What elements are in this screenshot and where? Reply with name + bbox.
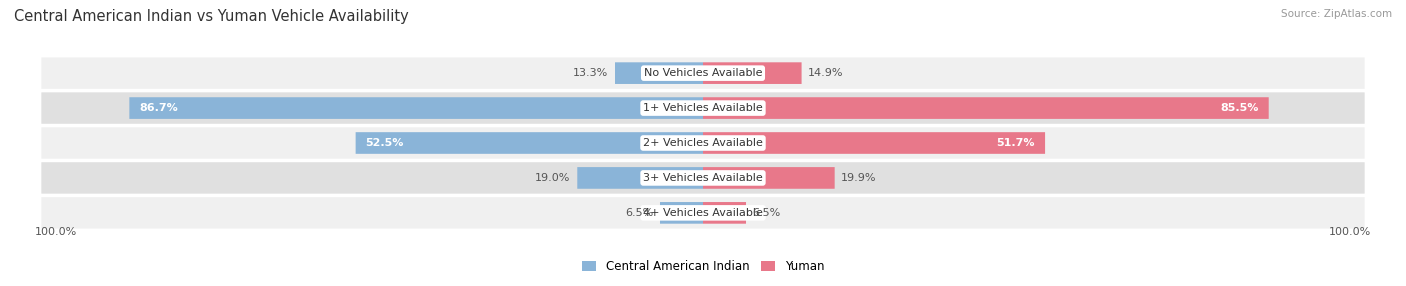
FancyBboxPatch shape — [41, 57, 1365, 89]
Text: 6.5%: 6.5% — [626, 208, 654, 218]
Text: Central American Indian vs Yuman Vehicle Availability: Central American Indian vs Yuman Vehicle… — [14, 9, 409, 23]
Text: 3+ Vehicles Available: 3+ Vehicles Available — [643, 173, 763, 183]
Text: 4+ Vehicles Available: 4+ Vehicles Available — [643, 208, 763, 218]
Text: 100.0%: 100.0% — [1329, 227, 1371, 237]
Text: 19.0%: 19.0% — [536, 173, 571, 183]
FancyBboxPatch shape — [41, 92, 1365, 124]
Text: 51.7%: 51.7% — [997, 138, 1035, 148]
FancyBboxPatch shape — [703, 132, 1045, 154]
Legend: Central American Indian, Yuman: Central American Indian, Yuman — [578, 255, 828, 277]
Text: 86.7%: 86.7% — [139, 103, 179, 113]
Text: 19.9%: 19.9% — [841, 173, 877, 183]
Text: 14.9%: 14.9% — [808, 68, 844, 78]
Text: 52.5%: 52.5% — [366, 138, 404, 148]
FancyBboxPatch shape — [703, 202, 747, 224]
FancyBboxPatch shape — [703, 167, 835, 189]
FancyBboxPatch shape — [41, 127, 1365, 159]
FancyBboxPatch shape — [703, 62, 801, 84]
Text: 6.5%: 6.5% — [752, 208, 780, 218]
FancyBboxPatch shape — [129, 97, 703, 119]
FancyBboxPatch shape — [614, 62, 703, 84]
FancyBboxPatch shape — [356, 132, 703, 154]
Text: 13.3%: 13.3% — [574, 68, 609, 78]
FancyBboxPatch shape — [703, 97, 1268, 119]
FancyBboxPatch shape — [659, 202, 703, 224]
FancyBboxPatch shape — [578, 167, 703, 189]
FancyBboxPatch shape — [41, 197, 1365, 229]
Text: 1+ Vehicles Available: 1+ Vehicles Available — [643, 103, 763, 113]
Text: 85.5%: 85.5% — [1220, 103, 1258, 113]
Text: Source: ZipAtlas.com: Source: ZipAtlas.com — [1281, 9, 1392, 19]
Text: No Vehicles Available: No Vehicles Available — [644, 68, 762, 78]
Text: 100.0%: 100.0% — [35, 227, 77, 237]
FancyBboxPatch shape — [41, 162, 1365, 194]
Text: 2+ Vehicles Available: 2+ Vehicles Available — [643, 138, 763, 148]
